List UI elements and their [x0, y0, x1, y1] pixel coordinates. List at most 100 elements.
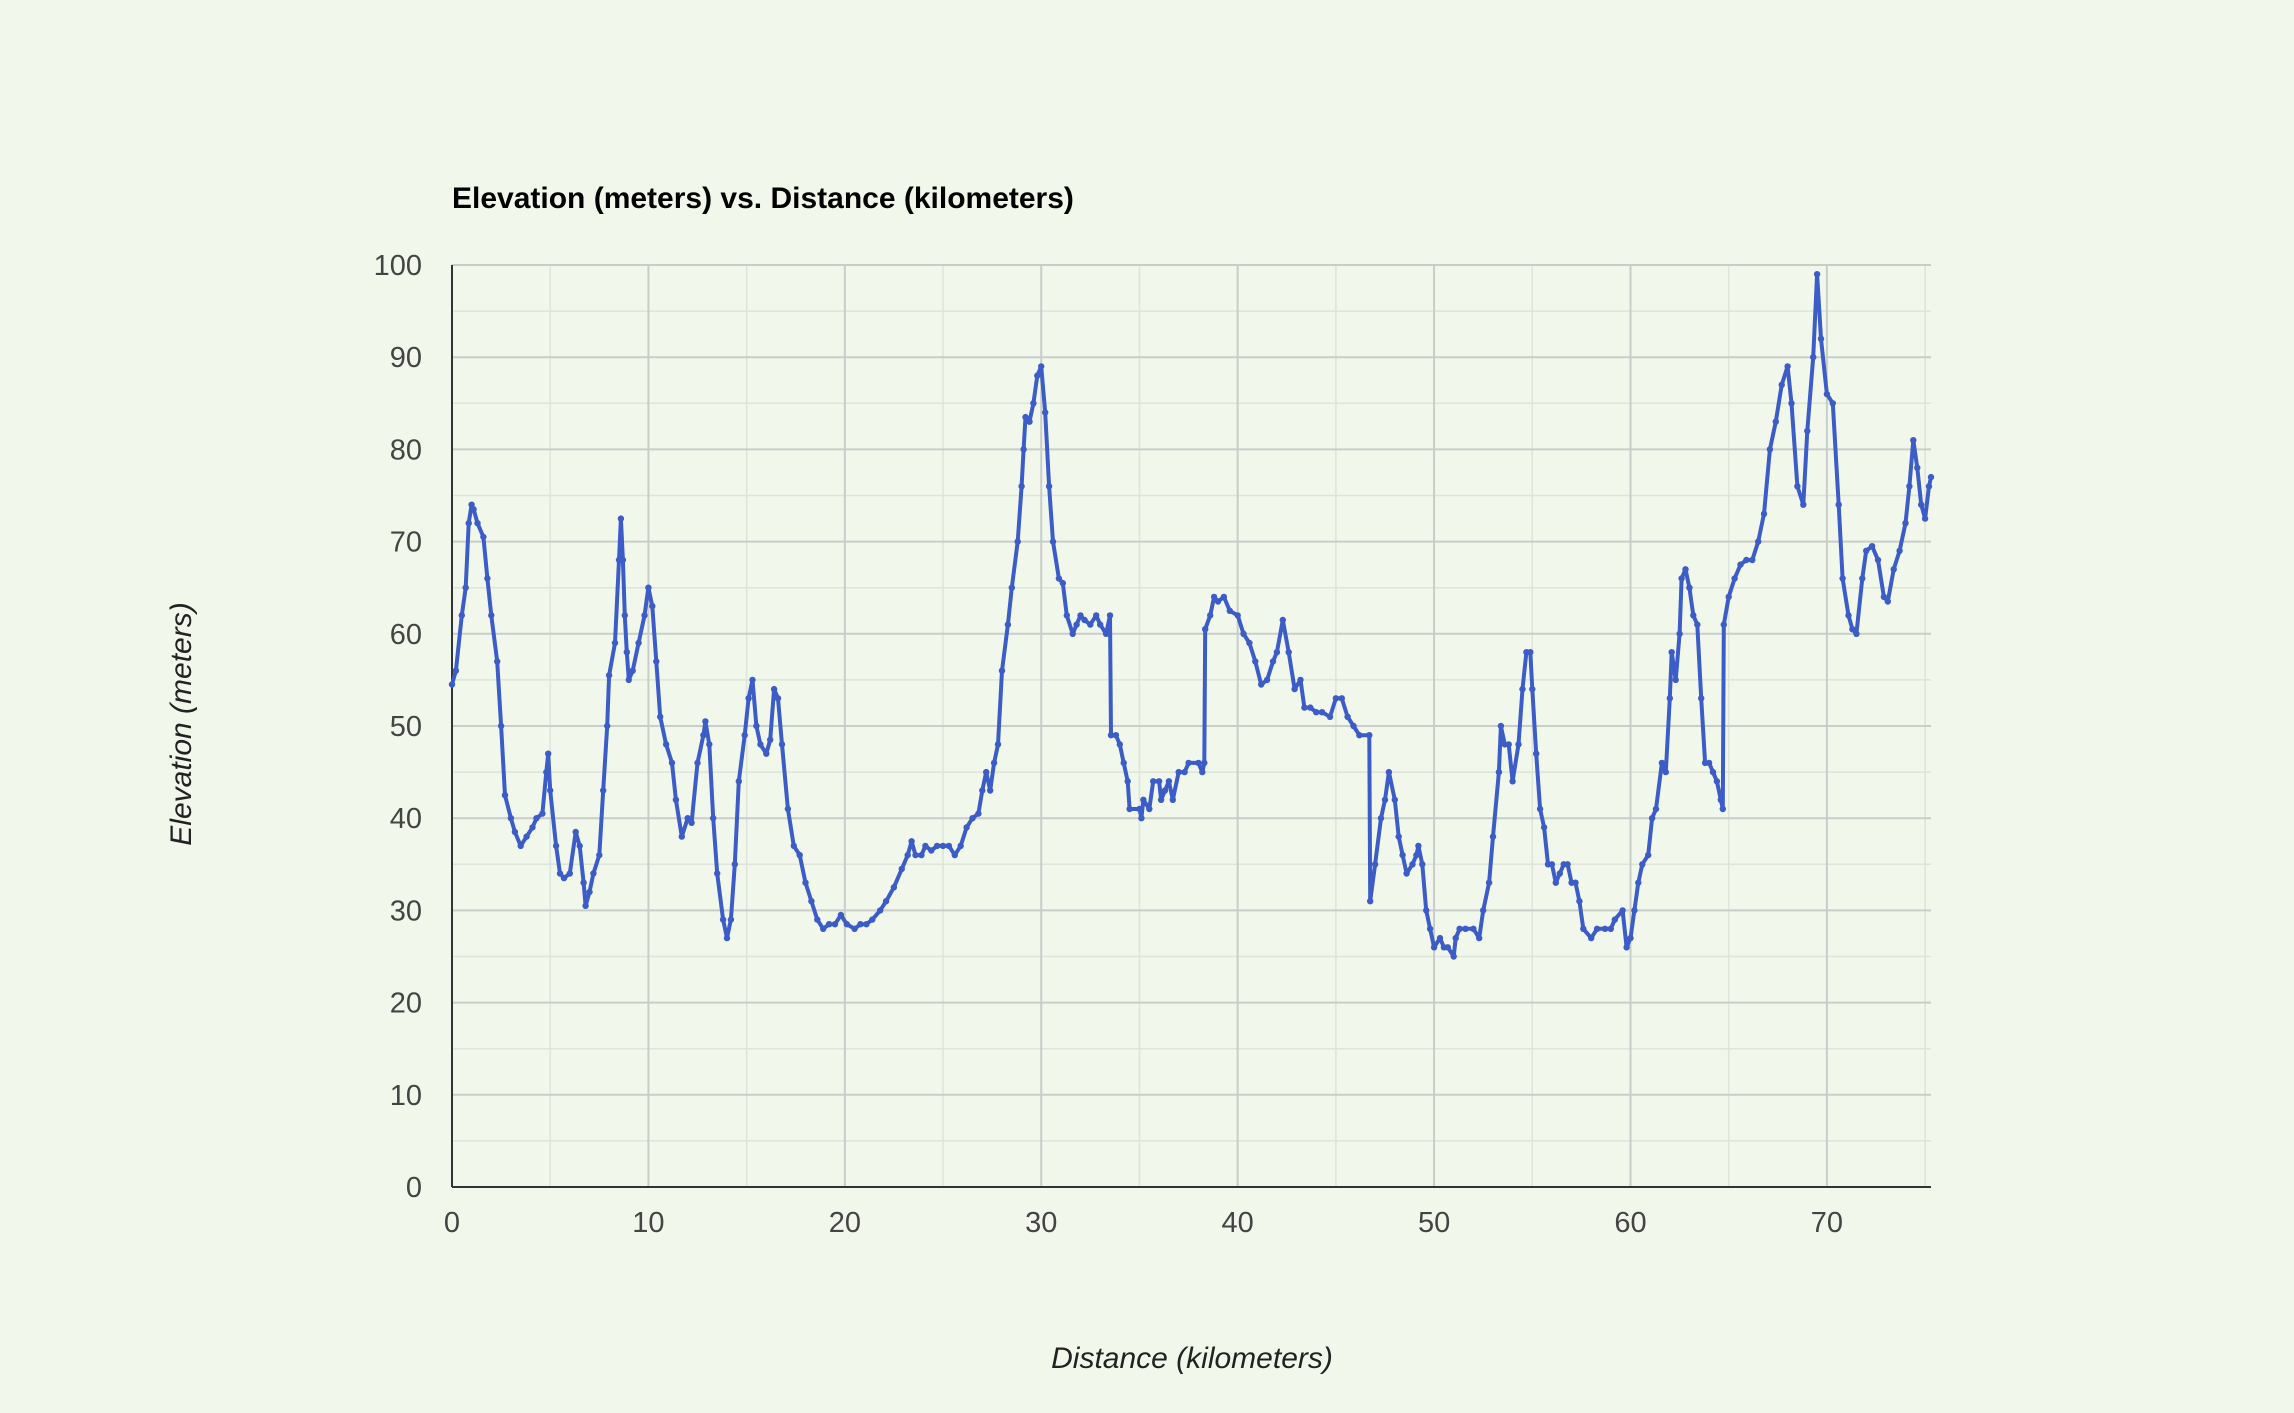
- elevation-point: [1146, 805, 1153, 813]
- elevation-point: [1906, 483, 1913, 490]
- elevation-point: [1719, 805, 1727, 813]
- elevation-point: [1301, 704, 1308, 711]
- elevation-point: [1338, 695, 1346, 702]
- elevation-point: [480, 533, 487, 541]
- elevation-point: [501, 792, 509, 799]
- elevation-point: [507, 815, 515, 822]
- elevation-point: [1318, 709, 1326, 716]
- elevation-point: [1169, 796, 1177, 803]
- x-tick-label: 30: [1025, 1207, 1057, 1239]
- elevation-point: [1285, 649, 1292, 656]
- x-tick-label: 40: [1222, 1207, 1254, 1239]
- elevation-point: [1107, 732, 1115, 739]
- elevation-point: [1034, 372, 1041, 379]
- elevation-point: [1263, 676, 1271, 684]
- elevation-point: [1332, 695, 1340, 702]
- elevation-point: [1055, 575, 1063, 582]
- elevation-point: [1817, 335, 1825, 342]
- elevation-point: [1004, 621, 1012, 628]
- elevation-point: [1252, 658, 1259, 665]
- elevation-point: [1106, 612, 1114, 619]
- elevation-point: [1607, 925, 1615, 932]
- elevation-point: [1246, 639, 1253, 647]
- elevation-point: [1572, 879, 1579, 886]
- elevation-point: [957, 842, 964, 850]
- elevation-point: [1497, 722, 1505, 730]
- elevation-point: [933, 842, 941, 850]
- elevation-point: [1868, 543, 1876, 550]
- elevation-point: [1863, 547, 1870, 554]
- elevation-point: [1760, 510, 1768, 518]
- elevation-point: [1419, 861, 1426, 868]
- elevation-point: [1220, 593, 1228, 601]
- elevation-point: [545, 750, 552, 757]
- elevation-point: [1030, 400, 1037, 407]
- y-tick-label: 0: [406, 1172, 422, 1204]
- elevation-point: [1199, 768, 1206, 776]
- elevation-point: [1155, 778, 1163, 785]
- elevation-point: [662, 741, 670, 748]
- elevation-point: [533, 815, 540, 822]
- elevation-point: [963, 824, 970, 831]
- elevation-point: [621, 612, 628, 619]
- elevation-point: [922, 842, 929, 850]
- elevation-point: [590, 870, 597, 877]
- elevation-point: [1116, 741, 1124, 748]
- elevation-point: [1552, 879, 1560, 886]
- elevation-point: [1611, 916, 1619, 923]
- elevation-point: [757, 741, 764, 748]
- elevation-point: [694, 759, 701, 767]
- elevation-point: [741, 732, 748, 739]
- elevation-point: [831, 921, 839, 928]
- elevation-point: [998, 667, 1006, 674]
- elevation-point: [488, 612, 495, 619]
- elevation-point: [1381, 796, 1389, 803]
- elevation-point: [951, 851, 958, 859]
- elevation-point: [1201, 759, 1208, 767]
- elevation-point: [1430, 944, 1438, 951]
- elevation-point: [543, 768, 550, 776]
- elevation-point: [556, 870, 564, 877]
- elevation-point: [657, 713, 664, 720]
- elevation-point: [1835, 501, 1842, 508]
- x-tick-label: 60: [1614, 1207, 1646, 1239]
- x-tick-label: 70: [1811, 1207, 1843, 1239]
- elevation-point: [1097, 621, 1104, 628]
- elevation-point: [763, 750, 770, 757]
- elevation-point: [1436, 934, 1444, 942]
- x-axis-title: Distance (kilometers): [1051, 1342, 1333, 1375]
- elevation-point: [1423, 907, 1430, 914]
- elevation-point: [1788, 400, 1795, 407]
- elevation-point: [1601, 925, 1609, 932]
- elevation-point: [1705, 759, 1713, 767]
- elevation-point: [1077, 612, 1084, 619]
- elevation-point: [1470, 925, 1477, 932]
- elevation-point: [1874, 556, 1882, 564]
- elevation-point: [448, 681, 456, 688]
- elevation-point: [1859, 575, 1866, 582]
- elevation-point: [1136, 805, 1143, 813]
- elevation-point: [458, 612, 465, 619]
- elevation-point: [1676, 630, 1683, 637]
- elevation-point: [635, 639, 642, 647]
- elevation-point: [1480, 907, 1487, 914]
- elevation-point: [1627, 934, 1634, 942]
- elevation-point: [1326, 713, 1334, 720]
- elevation-point: [1829, 400, 1837, 407]
- elevation-point: [796, 851, 803, 859]
- elevation-point: [465, 520, 472, 527]
- elevation-point: [1690, 612, 1697, 619]
- elevation-point: [1258, 681, 1265, 688]
- y-tick-label: 10: [390, 1080, 422, 1112]
- x-tick-label: 20: [829, 1207, 861, 1239]
- elevation-point: [877, 907, 884, 914]
- elevation-point: [1717, 796, 1725, 803]
- elevation-point: [1161, 787, 1169, 794]
- elevation-point: [1093, 612, 1100, 619]
- elevation-point: [1658, 759, 1666, 767]
- elevation-point: [1910, 437, 1917, 444]
- elevation-point: [1462, 925, 1469, 932]
- elevation-point: [843, 921, 850, 928]
- elevation-point: [802, 879, 809, 886]
- elevation-point: [1623, 944, 1630, 951]
